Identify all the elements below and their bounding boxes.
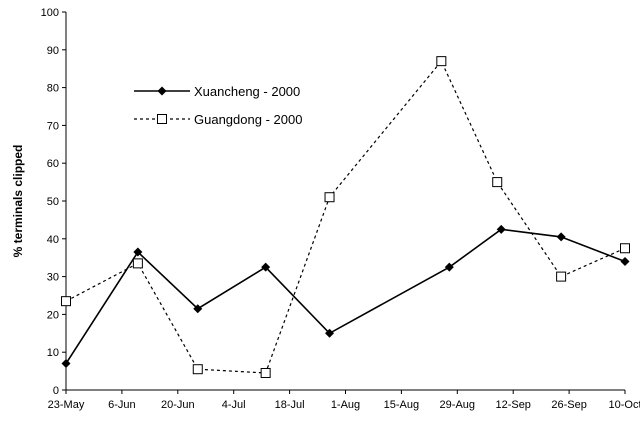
series-1 (61, 224, 630, 369)
series-line (65, 60, 626, 374)
x-tick-label: 23-May (48, 399, 85, 411)
y-tick-label: 80 (47, 83, 59, 95)
x-axis-ticks: 23-May 6-Jun 20-Jun 4-Jul 18-Jul 1-Aug 15-Aug 2… (48, 390, 640, 411)
y-axis-ticks: 0 10 20 30 40 50 60 70 80 90 100 (41, 7, 66, 397)
x-tick-label: 15-Aug (384, 399, 419, 411)
data-point (436, 56, 447, 67)
data-point (444, 262, 454, 272)
series-line (65, 228, 626, 364)
data-point (133, 247, 143, 257)
x-tick-label: 12-Sep (495, 399, 530, 411)
x-tick-label: 26-Sep (551, 399, 586, 411)
data-point (325, 328, 335, 338)
data-point (193, 304, 203, 314)
series-layer (61, 56, 630, 378)
y-tick-label: 10 (47, 347, 59, 359)
y-axis-title: % terminals clipped (11, 145, 25, 258)
y-tick-label: 20 (47, 309, 59, 321)
x-tick-label: 1-Aug (331, 399, 360, 411)
data-point (132, 258, 143, 269)
data-point (492, 177, 503, 188)
legend-label-2: Guangdong - 2000 (194, 112, 302, 127)
legend-marker-1 (157, 86, 167, 96)
y-tick-label: 60 (47, 158, 59, 170)
y-tick-label: 40 (47, 234, 59, 246)
y-tick-label: 30 (47, 272, 59, 284)
x-tick-label: 18-Jul (275, 399, 305, 411)
y-tick-label: 70 (47, 120, 59, 132)
data-point (556, 232, 566, 242)
data-point (192, 364, 203, 375)
data-point (61, 296, 71, 307)
data-point (620, 243, 630, 254)
data-point (260, 367, 271, 378)
y-tick-label: 50 (47, 196, 59, 208)
series-2 (61, 56, 630, 378)
legend: Xuancheng - 2000 Guangdong - 2000 (134, 84, 302, 127)
data-point (324, 192, 335, 203)
y-tick-label: 0 (53, 385, 59, 397)
data-point (496, 224, 506, 234)
y-tick-label: 100 (41, 7, 59, 19)
x-tick-label: 6-Jun (108, 399, 136, 411)
data-point (61, 359, 71, 369)
legend-label-1: Xuancheng - 2000 (194, 84, 300, 99)
x-tick-label: 10-Oct (608, 399, 640, 411)
data-point (261, 262, 271, 272)
legend-marker-2 (157, 114, 167, 124)
data-point (620, 256, 630, 266)
x-tick-label: 29-Aug (440, 399, 475, 411)
data-point (556, 271, 567, 282)
x-tick-label: 20-Jun (161, 399, 195, 411)
x-tick-label: 4-Jul (222, 399, 246, 411)
axes (65, 12, 625, 391)
y-tick-label: 90 (47, 45, 59, 57)
